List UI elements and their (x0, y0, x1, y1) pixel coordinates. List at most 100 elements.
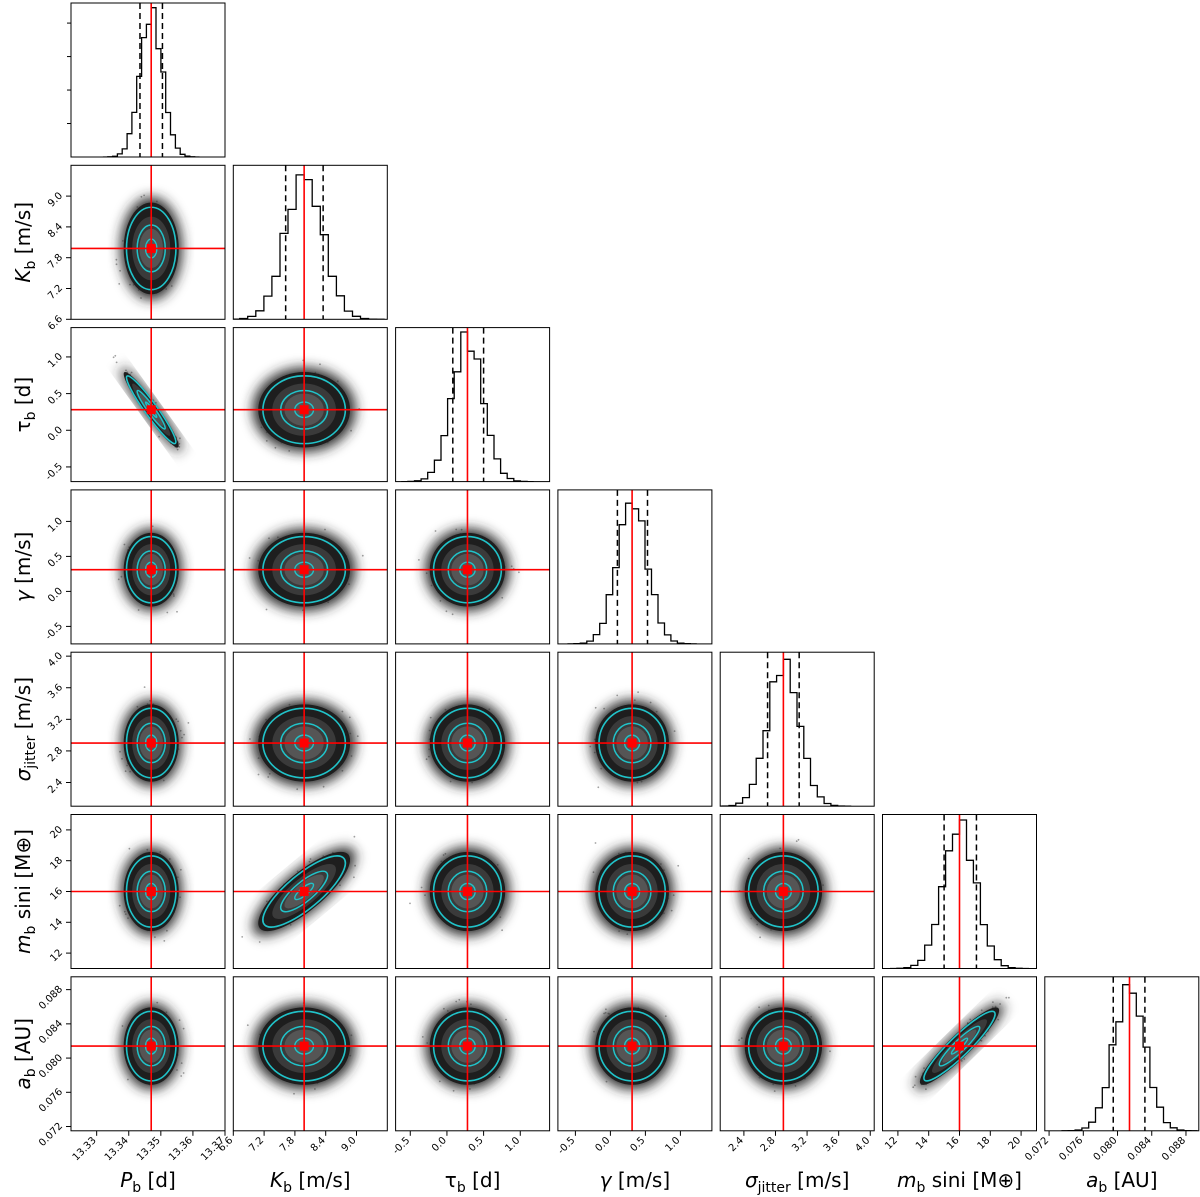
y-tick-label-gamma: 1.0 (46, 516, 65, 535)
x-axis-label-gamma: γ [m/s] (600, 1168, 670, 1192)
panel-frame (70, 327, 226, 483)
panel-ab-vs-gamma: -0.5 0.0 0.5 1.0 γ [m/s] (556, 976, 713, 1192)
panel-msini-vs-sigmaj (719, 814, 875, 969)
truth-marker (462, 738, 472, 748)
truth-marker (627, 738, 637, 748)
panel-sigmaj-vs-Pb: 2.4 2.8 3.2 3.6 4.0 σjitter [m/s] (11, 650, 226, 807)
truth-marker (955, 1041, 964, 1051)
panel-gamma-vs-taub (395, 489, 551, 645)
density-taub-vs-Pb (71, 327, 225, 482)
x-tick-label-taub: 0.0 (430, 1135, 449, 1154)
y-tick-label-Kb: 7.8 (46, 252, 65, 271)
y-tick-label-Kb: 7.2 (46, 283, 65, 302)
density-ab-vs-taub (395, 976, 550, 1131)
density-msini-vs-sigmaj (720, 814, 875, 969)
truth-marker (299, 887, 309, 896)
x-tick-label-sigmaj: 3.2 (790, 1135, 809, 1154)
y-tick-label-taub: 1.0 (46, 351, 65, 370)
y-tick-label-taub: -0.5 (44, 461, 66, 483)
panel-frame (70, 489, 226, 645)
x-tick-label-gamma: 0.5 (628, 1135, 647, 1154)
x-tick-label-gamma: 1.0 (663, 1135, 682, 1154)
truth-marker (146, 1041, 156, 1051)
panel-frame (719, 651, 875, 807)
panel-frame (70, 651, 226, 807)
panel-frame (232, 327, 388, 483)
x-tick-label-ab: 0.080 (1092, 1135, 1120, 1163)
y-axis-label-sigmaj: σjitter [m/s] (11, 677, 39, 781)
x-tick-label-sigmaj: 2.8 (759, 1135, 778, 1154)
truth-marker (146, 887, 156, 896)
density-sigmaj-vs-gamma (557, 652, 712, 807)
y-tick-label-Kb: 6.6 (46, 314, 65, 333)
y-tick-label-msini: 20 (48, 824, 65, 841)
x-axis-label-Pb: Pb [d] (120, 1168, 176, 1196)
density-sigmaj-vs-taub (395, 652, 550, 807)
truth-marker (146, 405, 156, 415)
truth-marker (146, 243, 156, 253)
panel-frame (557, 814, 713, 969)
y-tick-label-taub: 0.0 (46, 425, 65, 444)
density-msini-vs-taub (395, 814, 550, 969)
x-tick-label-ab: 0.072 (1023, 1135, 1051, 1163)
y-tick-label-msini: 18 (48, 855, 65, 872)
panel-frame (232, 651, 388, 807)
panel-frame (232, 814, 388, 969)
panel-msini-vs-msini (882, 814, 1037, 969)
panel-frame (1044, 976, 1200, 1132)
x-tick-label-msini: 14 (914, 1135, 931, 1152)
y-axis-label-taub: τb [d] (11, 377, 39, 433)
panel-frame (232, 976, 388, 1132)
panel-ab-vs-taub: -0.5 0.0 0.5 1.0τb [d] (391, 976, 551, 1196)
panel-Pb-vs-Pb (67, 2, 226, 158)
panel-msini-vs-Pb: 12 14 16 18 20 mb sini [M⊕] (11, 814, 226, 969)
y-tick-label-sigmaj: 2.8 (46, 745, 65, 764)
x-tick-label-Pb: 13.36 (167, 1135, 195, 1163)
y-tick-label-sigmaj: 3.2 (46, 714, 65, 733)
y-tick-label-ab: 0.080 (37, 1052, 65, 1080)
density-msini-vs-Pb (71, 814, 225, 969)
panel-frame (395, 651, 551, 807)
x-tick-label-taub: -0.5 (391, 1135, 413, 1157)
density-ab-vs-Kb (233, 976, 388, 1131)
truth-marker (299, 405, 309, 415)
panel-ab-vs-Kb: 6.6 7.2 7.8 8.4 9.0Kb [m/s] (216, 976, 388, 1196)
truth-marker (146, 738, 156, 748)
truth-marker (462, 887, 472, 896)
x-tick-label-Pb: 13.33 (71, 1135, 99, 1163)
panels: 6.67.27.88.49.0Kb [m/s]-0.50.00.51.0τb [… (11, 2, 1200, 1196)
y-tick-label-msini: 14 (48, 917, 65, 934)
y-tick-label-taub: 0.5 (46, 388, 65, 407)
x-tick-label-msini: 18 (976, 1135, 993, 1152)
x-axis-label-msini: mb sini [M⊕] (897, 1168, 1022, 1196)
contour-2sigma (125, 375, 177, 445)
panel-sigmaj-vs-gamma (557, 651, 713, 807)
y-tick-label-Kb: 9.0 (46, 190, 65, 209)
panel-frame (232, 489, 388, 645)
y-axis-label-msini: mb sini [M⊕] (11, 829, 39, 954)
y-axis-label-gamma: γ [m/s] (11, 532, 35, 602)
x-tick-label-sigmaj: 3.6 (822, 1135, 841, 1154)
panel-sigmaj-vs-taub (395, 651, 551, 807)
truth-marker (299, 565, 309, 575)
x-axis-label-sigmaj: σjitter [m/s] (745, 1168, 849, 1196)
y-tick-label-sigmaj: 3.6 (46, 682, 65, 701)
y-axis-label-Kb: Kb [m/s] (11, 202, 39, 283)
panel-frame (557, 489, 713, 645)
y-tick-label-ab: 0.076 (37, 1087, 65, 1115)
contour-1sigma (279, 870, 329, 913)
panel-frame (719, 976, 875, 1132)
density-Kb-vs-Pb (71, 165, 225, 320)
x-axis-label-ab: ab [AU] (1086, 1168, 1157, 1196)
x-axis-label-taub: τb [d] (445, 1168, 501, 1196)
x-tick-label-taub: 0.5 (467, 1135, 486, 1154)
panel-frame (395, 814, 551, 969)
contour-2sigma (923, 1010, 996, 1082)
x-tick-label-msini: 20 (1006, 1135, 1023, 1152)
truth-marker (462, 1041, 472, 1051)
density-gamma-vs-Kb (233, 489, 388, 644)
x-tick-label-taub: 1.0 (503, 1135, 522, 1154)
y-tick-label-ab: 0.072 (37, 1121, 65, 1149)
